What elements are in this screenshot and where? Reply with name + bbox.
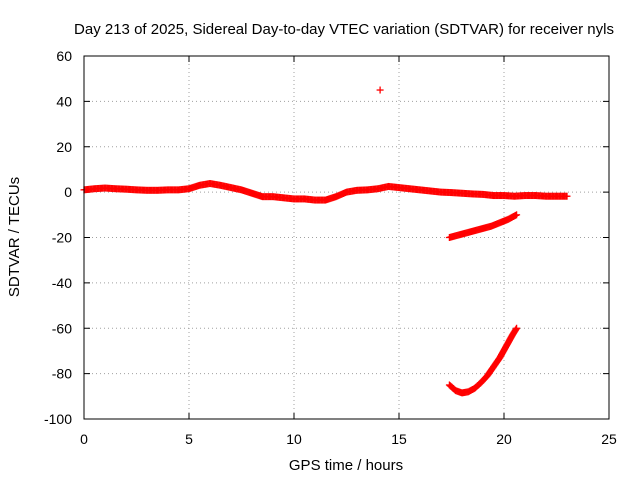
data-point-outlier	[376, 86, 384, 94]
data-point-main	[563, 192, 571, 200]
x-tick-label: 5	[185, 431, 193, 447]
x-axis-label: GPS time / hours	[289, 457, 403, 474]
y-tick-label: -40	[52, 275, 72, 291]
x-tick-label: 10	[286, 431, 302, 447]
y-tick-label: -60	[52, 320, 72, 336]
data-marks	[80, 86, 571, 397]
y-tick-label: 20	[56, 139, 72, 155]
chart-title: Day 213 of 2025, Sidereal Day-to-day VTE…	[74, 21, 614, 38]
data-point-upper-branch	[513, 211, 521, 219]
y-axis-label: SDTVAR / TECUs	[6, 177, 23, 297]
y-tick-label: 40	[56, 93, 72, 109]
x-tick-label: 15	[391, 431, 407, 447]
y-tick-label: -80	[52, 366, 72, 382]
y-tick-label: 0	[64, 184, 72, 200]
y-tick-label: -20	[52, 230, 72, 246]
grid-lines	[84, 56, 609, 419]
y-tick-label: -100	[44, 411, 72, 427]
plot-frame	[83, 55, 610, 420]
axis-ticks: 0 5 10 15 20 25 60 40 20 0 -20 -40 -60 -80 -100	[44, 48, 617, 447]
x-tick-label: 0	[80, 431, 88, 447]
data-point-lower-branch	[513, 324, 521, 332]
x-tick-label: 25	[601, 431, 617, 447]
y-tick-label: 60	[56, 48, 72, 64]
x-tick-label: 20	[496, 431, 512, 447]
